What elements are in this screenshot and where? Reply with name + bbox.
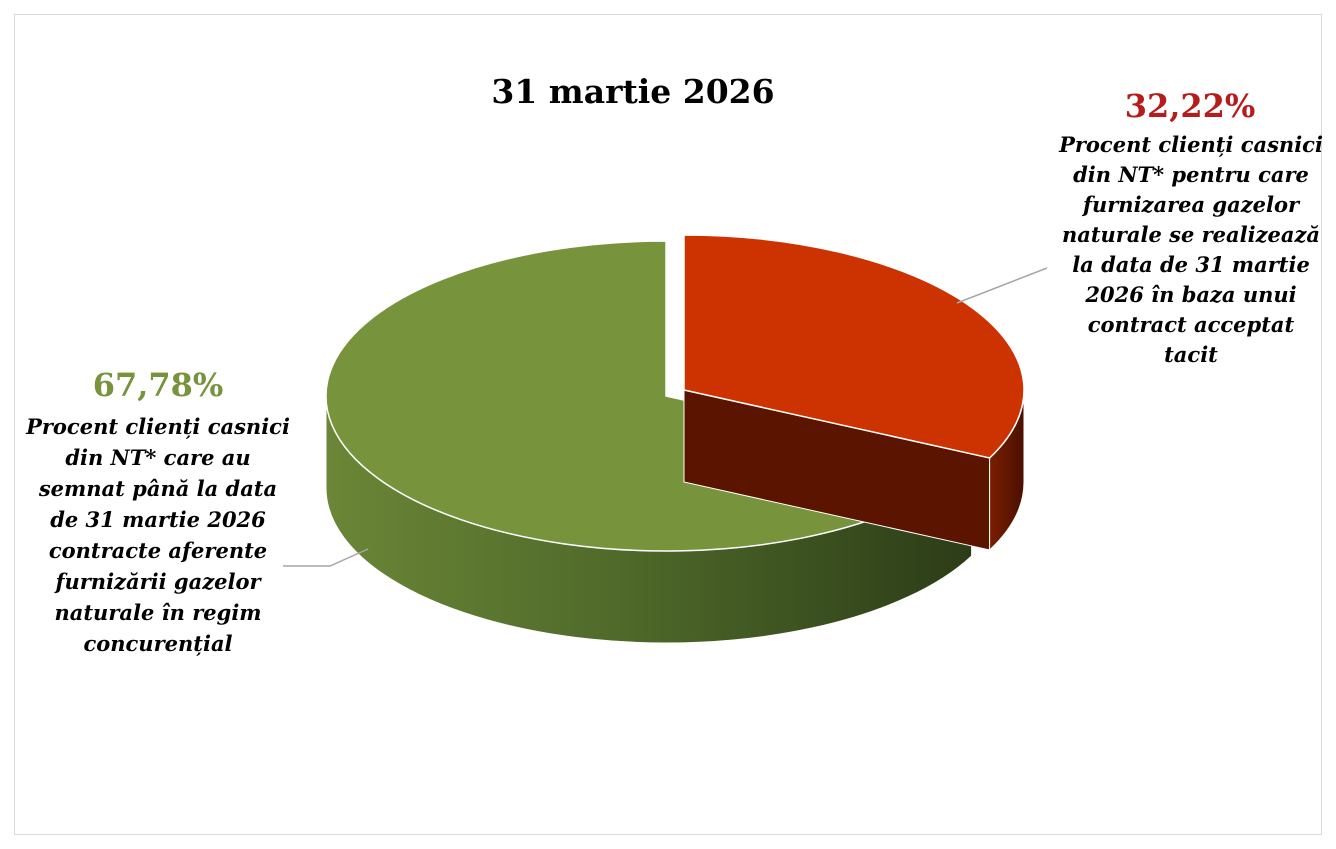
category-label-slice-1: Procent clienți casnici din NT* pentru ca…	[1058, 132, 1323, 367]
slice-2-label-line-5: contracte aferente	[49, 538, 267, 563]
value-label-slice-2: 67,78%	[93, 366, 224, 404]
slice-2-label-line-2: din NT* care au	[65, 445, 250, 470]
slice-2-label-line-4: de 31 martie 2026	[50, 507, 266, 532]
slice-2-label-line-1: Procent clienți casnici	[25, 414, 290, 439]
slice-2-label-line-7: naturale în regim	[54, 600, 261, 625]
category-label-slice-2: Procent clienți casnici din NT* care au se…	[25, 414, 290, 656]
slice-1-label-line-6: 2026 în baza unui	[1084, 282, 1296, 307]
slice-1-top	[683, 234, 1025, 459]
pie-slices	[325, 234, 1025, 644]
slice-1-label-line-3: furnizarea gazelor	[1081, 192, 1301, 217]
slice-1-label-line-4: naturale se realizează	[1062, 222, 1320, 247]
slice-1-label-line-2: din NT* pentru care	[1073, 162, 1309, 187]
slice-1-label-line-1: Procent clienți casnici	[1058, 132, 1323, 157]
slice-2-label-line-3: semnat până la data	[38, 476, 277, 501]
chart-title: 31 martie 2026	[491, 72, 774, 111]
slice-2-label-line-6: furnizării gazelor	[53, 569, 262, 594]
slice-1-label-line-5: la data de 31 martie	[1072, 252, 1310, 277]
leader-line-slice-1	[956, 267, 1048, 304]
leader-line-slice-2	[283, 548, 369, 567]
slice-1-label-line-8: tacit	[1164, 342, 1218, 367]
slice-1-label-line-7: contract acceptat	[1088, 312, 1295, 337]
chart-frame	[14, 14, 1322, 835]
slice-2-label-line-8: concurențial	[83, 631, 232, 656]
value-label-slice-1: 32,22%	[1125, 87, 1256, 125]
